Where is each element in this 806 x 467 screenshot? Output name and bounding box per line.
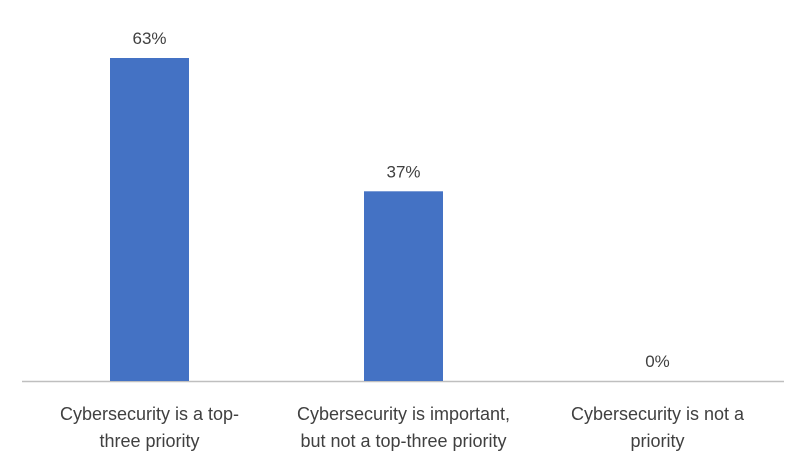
category-label-1-line-1: Cybersecurity is a top- — [60, 404, 239, 424]
data-label-2: 37% — [386, 162, 420, 181]
category-label-3: Cybersecurity is not a priority — [571, 404, 745, 451]
category-labels-group: Cybersecurity is a top-three priorityCyb… — [60, 404, 745, 451]
data-label-3: 0% — [645, 352, 670, 371]
data-label-1: 63% — [132, 29, 166, 48]
category-label-2-line-1: Cybersecurity is important, — [297, 404, 510, 424]
bars-group — [110, 58, 443, 381]
bar-2 — [364, 191, 443, 381]
category-label-1: Cybersecurity is a top-three priority — [60, 404, 239, 451]
category-label-1-line-2: three priority — [99, 431, 199, 451]
category-label-3-line-1: Cybersecurity is not a — [571, 404, 745, 424]
category-label-2: Cybersecurity is important, but not a top… — [297, 404, 510, 451]
bar-1 — [110, 58, 189, 381]
category-label-3-line-2: priority — [630, 431, 684, 451]
data-labels-group: 63% 37% 0% — [132, 29, 669, 371]
category-label-2-line-2: but not a top-three priority — [300, 431, 506, 451]
